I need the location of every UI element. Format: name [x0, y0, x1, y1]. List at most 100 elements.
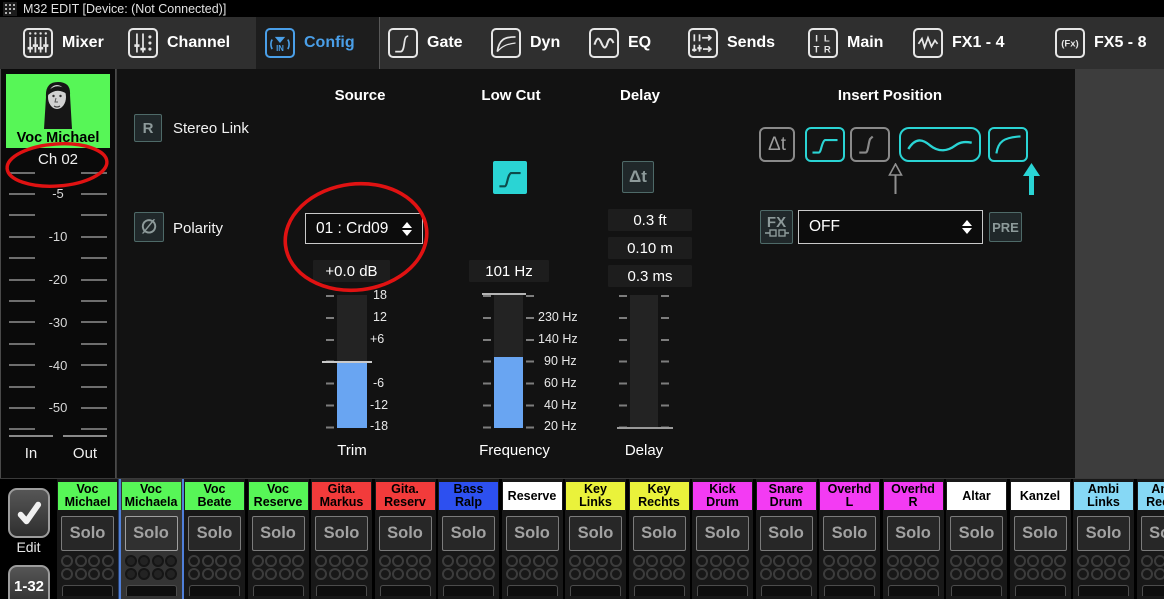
channel-column[interactable]: Voc Reserve Solo	[247, 479, 309, 599]
channel-name-tag[interactable]: Kick Drum	[693, 482, 752, 510]
channel-column[interactable]: Gita. Reserv Solo	[374, 479, 436, 599]
source-select[interactable]: 01 : Crd09	[305, 213, 423, 244]
scribble-dots	[1137, 555, 1164, 580]
insert-chain-dyn-button[interactable]	[988, 127, 1028, 162]
bottom-channel-strip: Edit 1-32 Voc Michael Solo	[0, 478, 1164, 599]
solo-button[interactable]: Solo	[569, 516, 622, 551]
insert-select[interactable]: OFF	[798, 210, 983, 244]
insert-pre-button[interactable]: PRE	[989, 212, 1022, 242]
channel-column[interactable]: Bass Ralp Solo	[438, 479, 499, 599]
channel-name-tag[interactable]: Voc Reserve	[248, 482, 308, 510]
channel-name-tag[interactable]: Kanzel	[1010, 482, 1070, 510]
bank-1-32-button[interactable]: 1-32	[8, 565, 50, 599]
channel-name-tag[interactable]: Gita. Reserv	[375, 482, 435, 510]
scribble-dots	[692, 555, 753, 580]
channel-name-tag[interactable]: Key Rechts	[629, 482, 689, 510]
solo-button[interactable]: Solo	[759, 516, 813, 551]
scribble-dots	[565, 555, 626, 580]
solo-button[interactable]: Solo	[632, 516, 686, 551]
svg-text:L: L	[824, 33, 830, 44]
insert-chain-gate-button[interactable]	[850, 127, 890, 162]
channel-column[interactable]: Voc Beate Solo	[184, 479, 245, 599]
polarity-button[interactable]: ∅	[134, 212, 164, 242]
solo-button[interactable]: Solo	[442, 516, 495, 551]
channel-column[interactable]: Ambi Links Solo	[1073, 479, 1134, 599]
channel-column[interactable]: Reserve Solo	[501, 479, 563, 599]
channel-column[interactable]: Kanzel Solo	[1009, 479, 1071, 599]
channel-name-tag[interactable]: Ambi Rechts	[1137, 482, 1164, 510]
channel-name-tag[interactable]: Overhd R	[883, 482, 943, 510]
solo-button[interactable]: Solo	[251, 516, 305, 551]
solo-button[interactable]: Solo	[886, 516, 940, 551]
delay-enable-button[interactable]: Δt	[622, 161, 654, 193]
channel-name-tag[interactable]: Bass Ralp	[439, 482, 498, 510]
solo-button[interactable]: Solo	[1077, 516, 1130, 551]
channel-column[interactable]: Overhd L Solo	[819, 479, 880, 599]
solo-button[interactable]: Solo	[315, 516, 368, 551]
insert-chain-eq-button[interactable]	[899, 127, 981, 162]
channel-column[interactable]: Snare Drum Solo	[755, 479, 817, 599]
edit-toggle-button[interactable]	[8, 488, 50, 538]
channel-name-tag[interactable]: Voc Beate	[185, 482, 244, 510]
channel-column[interactable]: Key Rechts Solo	[628, 479, 690, 599]
solo-button[interactable]: Solo	[950, 516, 1003, 551]
solo-button[interactable]: Solo	[188, 516, 241, 551]
insert-chain-delay-button[interactable]: Δt	[759, 127, 795, 162]
channel-column[interactable]: Kick Drum Solo	[692, 479, 753, 599]
scribble-dots	[184, 555, 245, 580]
channel-column[interactable]: Gita. Markus Solo	[311, 479, 372, 599]
tab-dyn[interactable]: Dyn	[491, 17, 560, 69]
tab-eq[interactable]: EQ	[589, 17, 651, 69]
tab-fx1-4[interactable]: FX1 - 4	[913, 17, 1004, 69]
tab-fx5-8[interactable]: (Fx) FX5 - 8	[1055, 17, 1146, 69]
channel-name-tag[interactable]: Overhd L	[820, 482, 879, 510]
channel-name-tag[interactable]: Altar	[947, 482, 1006, 510]
insert-fx-button[interactable]: FX	[760, 210, 793, 244]
tab-bar: Mixer Channel IN Config	[0, 17, 1164, 69]
insert-chain-lowcut-button[interactable]	[805, 127, 845, 162]
channel-name-tag[interactable]: Reserve	[502, 482, 562, 510]
stereo-link-button[interactable]: R	[134, 114, 162, 142]
channel-name-tag[interactable]: Gita. Markus	[312, 482, 371, 510]
svg-text:T: T	[813, 45, 819, 56]
solo-button[interactable]: Solo	[61, 516, 114, 551]
solo-button[interactable]: Solo	[505, 516, 559, 551]
dynamics-curve-icon	[995, 135, 1021, 154]
channel-column[interactable]: Voc Michael Solo	[57, 479, 118, 599]
meter-label: -40	[48, 357, 68, 373]
channel-column[interactable]: Voc Michaela Solo	[120, 479, 182, 599]
solo-button[interactable]: Solo	[124, 516, 178, 551]
channel-column[interactable]: Altar Solo	[946, 479, 1007, 599]
solo-button[interactable]: Solo	[378, 516, 432, 551]
tab-config[interactable]: IN Config	[265, 17, 355, 69]
solo-button[interactable]: Solo	[1140, 516, 1164, 551]
tab-sends[interactable]: Sends	[688, 17, 775, 69]
channel-name-tag[interactable]: Key Links	[566, 482, 625, 510]
tab-channel[interactable]: Channel	[128, 17, 230, 69]
channel-column[interactable]: Key Links Solo	[565, 479, 626, 599]
solo-button[interactable]: Solo	[823, 516, 876, 551]
channel-column[interactable]: Ambi Rechts Solo	[1136, 479, 1164, 599]
low-cut-enable-button[interactable]	[493, 161, 527, 194]
app-icon	[3, 1, 17, 16]
tab-mixer[interactable]: Mixer	[23, 17, 104, 69]
solo-button[interactable]: Solo	[696, 516, 749, 551]
channel-name-tag[interactable]: Voc Michael	[58, 482, 117, 510]
channel-column[interactable]: Overhd R Solo	[882, 479, 944, 599]
select-arrows-icon	[956, 220, 982, 234]
channel-name-tag[interactable]: Voc Michaela	[121, 482, 181, 510]
scribble-dots	[121, 555, 182, 580]
config-input-icon: IN	[265, 28, 295, 58]
tab-dyn-label: Dyn	[530, 34, 561, 51]
channel-footer-box	[62, 585, 113, 596]
channel-name-box[interactable]: Voc Michael	[6, 74, 110, 148]
channel-name-tag[interactable]: Ambi Links	[1074, 482, 1133, 510]
tab-gate[interactable]: Gate	[388, 17, 463, 69]
solo-button[interactable]: Solo	[1013, 516, 1067, 551]
tab-config-label: Config	[304, 34, 355, 51]
scribble-dots	[502, 555, 563, 580]
meter-label: -20	[48, 272, 68, 288]
source-select-value: 01 : Crd09	[316, 219, 389, 237]
channel-name-tag[interactable]: Snare Drum	[756, 482, 816, 510]
